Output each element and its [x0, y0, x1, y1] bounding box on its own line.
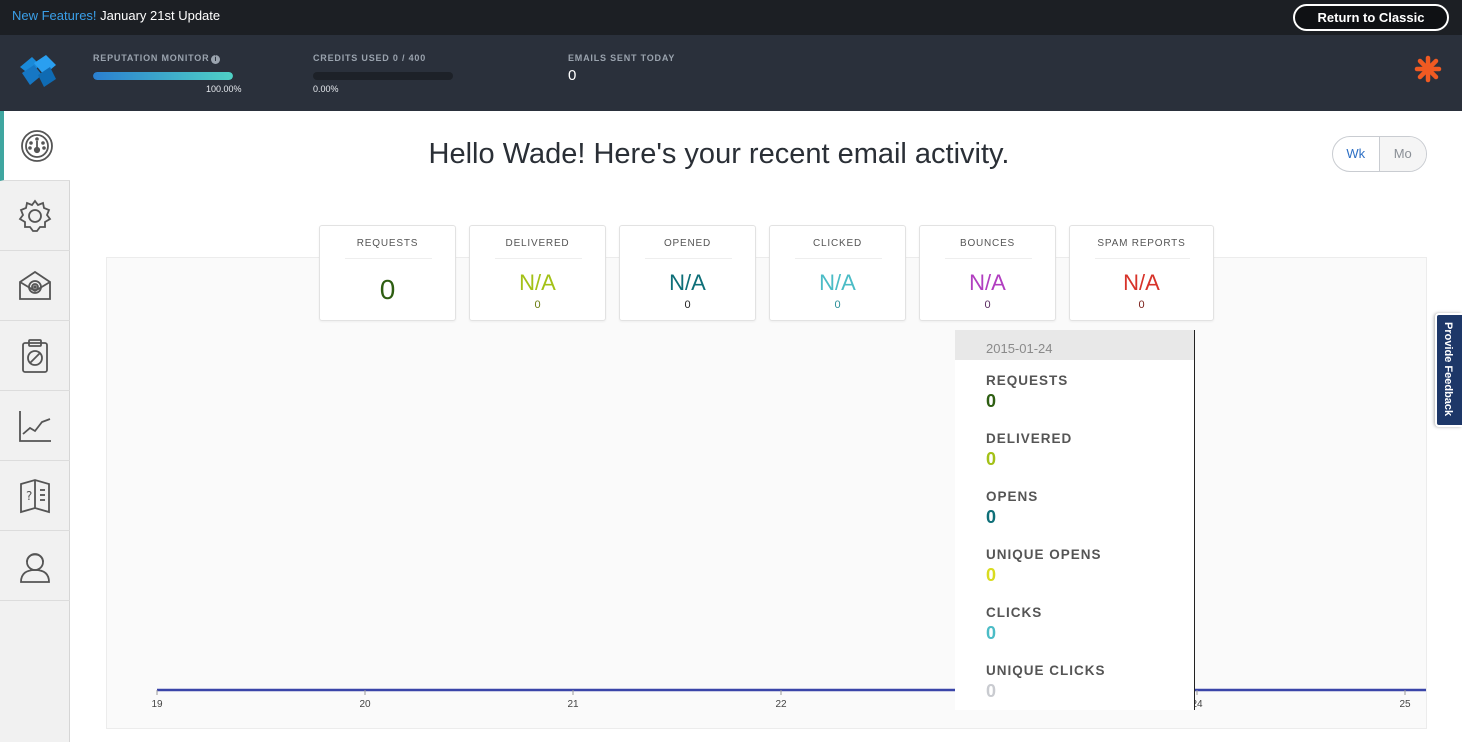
- user-avatar-icon: [20, 552, 50, 583]
- card-value: N/A: [1123, 270, 1160, 295]
- reputation-monitor-label: REPUTATION MONITOR i: [93, 53, 221, 64]
- line-chart-icon: [19, 410, 51, 442]
- nav-statistics[interactable]: [0, 391, 70, 461]
- announcement-bar: New Features! January 21st Update Return…: [0, 0, 1462, 35]
- card-divider: [795, 258, 882, 259]
- new-features-highlight[interactable]: New Features!: [12, 8, 97, 23]
- tooltip-value: 0: [986, 391, 997, 411]
- tooltip-label: UNIQUE OPENS: [986, 547, 1102, 562]
- tooltip-row-opens: OPENS 0: [986, 489, 1038, 528]
- nav-settings[interactable]: [0, 181, 70, 251]
- nav-email-activity[interactable]: [0, 251, 70, 321]
- tooltip-label: DELIVERED: [986, 431, 1073, 446]
- tooltip-label: UNIQUE CLICKS: [986, 663, 1106, 678]
- nav-dashboard[interactable]: [0, 111, 70, 181]
- card-subvalue: 0: [1138, 299, 1145, 311]
- week-toggle-button[interactable]: Wk: [1333, 137, 1380, 171]
- tooltip-label: OPENS: [986, 489, 1039, 504]
- tooltip-row-unique-opens: UNIQUE OPENS 0: [986, 547, 1102, 586]
- clipboard-block-icon: [22, 338, 48, 373]
- chart-tooltip: 2015-01-24 REQUESTS 0 DELIVERED 0 OPENS …: [955, 330, 1195, 710]
- nav-suppressions[interactable]: [0, 321, 70, 391]
- emails-sent-value: 0: [568, 67, 577, 84]
- tooltip-label: REQUESTS: [986, 373, 1069, 388]
- card-value: N/A: [819, 270, 856, 295]
- tooltip-value: 0: [986, 507, 997, 527]
- gear-icon: [18, 199, 52, 232]
- card-label: OPENED: [663, 238, 712, 249]
- card-divider: [495, 258, 582, 259]
- card-requests[interactable]: REQUESTS 0: [319, 225, 456, 321]
- card-clicked[interactable]: CLICKED N/A 0: [769, 225, 906, 321]
- tooltip-value: 0: [986, 623, 997, 643]
- stats-header: REPUTATION MONITOR i 100.00% CREDITS USED…: [0, 35, 1462, 111]
- svg-text:?: ?: [26, 489, 32, 503]
- card-value: N/A: [669, 270, 706, 295]
- reputation-bar-fill: [93, 72, 233, 80]
- zapier-asterisk-icon[interactable]: [1414, 55, 1442, 83]
- feedback-label: Provide Feedback: [1442, 322, 1454, 417]
- tooltip-value: 0: [986, 565, 997, 585]
- period-toggle: Wk Mo: [1332, 136, 1427, 172]
- sidebar: ?: [0, 111, 70, 742]
- card-subvalue: 0: [834, 299, 841, 311]
- provide-feedback-tab[interactable]: Provide Feedback: [1435, 313, 1462, 427]
- card-bounces[interactable]: BOUNCES N/A 0: [919, 225, 1056, 321]
- month-toggle-button[interactable]: Mo: [1379, 137, 1426, 171]
- page-title: Hello Wade! Here's your recent email act…: [428, 138, 1010, 170]
- tooltip-row-requests: REQUESTS 0: [986, 373, 1068, 412]
- card-delivered[interactable]: DELIVERED N/A 0: [469, 225, 606, 321]
- card-subvalue: 0: [984, 299, 991, 311]
- tooltip-value: 0: [986, 449, 997, 469]
- emails-sent-label: EMAILS SENT TODAY: [568, 53, 676, 63]
- tooltip-row-clicks: CLICKS 0: [986, 605, 1042, 644]
- reputation-value: 100.00%: [206, 84, 242, 94]
- card-value: N/A: [519, 270, 556, 295]
- email-target-icon: [19, 270, 51, 300]
- credits-value: 0.00%: [313, 84, 339, 94]
- tooltip-value: 0: [986, 681, 997, 701]
- new-features-link[interactable]: New Features! January 21st Update: [12, 8, 220, 23]
- update-title[interactable]: January 21st Update: [96, 8, 221, 23]
- tooltip-row-unique-clicks: UNIQUE CLICKS 0: [986, 663, 1106, 702]
- card-divider: [1095, 258, 1190, 259]
- tooltip-row-delivered: DELIVERED 0: [986, 431, 1072, 470]
- dashboard-icon: [21, 129, 53, 162]
- sendgrid-logo-icon[interactable]: [16, 53, 58, 89]
- card-label: DELIVERED: [505, 238, 570, 249]
- card-value: 0: [379, 274, 396, 305]
- card-label: REQUESTS: [356, 238, 419, 249]
- tooltip-label: CLICKS: [986, 605, 1043, 620]
- reputation-bar: [93, 72, 233, 80]
- activity-chart-panel: [106, 257, 1427, 729]
- tooltip-date: 2015-01-24: [955, 330, 1194, 360]
- card-subvalue: 0: [684, 299, 691, 311]
- credits-bar: [313, 72, 453, 80]
- card-opened[interactable]: OPENED N/A 0: [619, 225, 756, 321]
- card-divider: [345, 258, 432, 259]
- card-divider: [645, 258, 732, 259]
- credits-used-label: CREDITS USED 0 / 400: [313, 53, 427, 63]
- card-divider: [945, 258, 1032, 259]
- card-subvalue: 0: [534, 299, 541, 311]
- card-label: CLICKED: [813, 238, 862, 249]
- card-label: BOUNCES: [959, 238, 1016, 249]
- card-value: N/A: [969, 270, 1006, 295]
- nav-account[interactable]: [0, 531, 70, 601]
- card-label: SPAM REPORTS: [1097, 238, 1186, 249]
- nav-help[interactable]: ?: [0, 461, 70, 531]
- return-to-classic-button[interactable]: Return to Classic: [1293, 4, 1449, 31]
- help-book-icon: ?: [20, 478, 50, 513]
- info-icon[interactable]: i: [211, 55, 221, 64]
- card-spam-reports[interactable]: SPAM REPORTS N/A 0: [1069, 225, 1214, 321]
